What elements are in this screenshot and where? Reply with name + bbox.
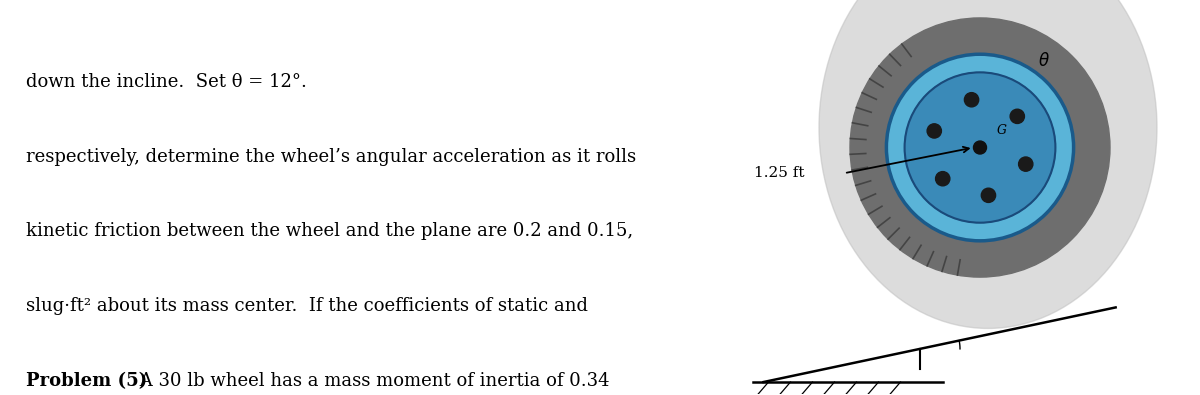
Ellipse shape: [936, 171, 950, 186]
Ellipse shape: [905, 72, 1056, 223]
Text: slug·ft² about its mass center.  If the coefficients of static and: slug·ft² about its mass center. If the c…: [26, 297, 588, 315]
Text: down the incline.  Set θ = 12°.: down the incline. Set θ = 12°.: [26, 73, 307, 91]
Ellipse shape: [928, 124, 942, 138]
Text: G: G: [997, 124, 1007, 137]
Ellipse shape: [850, 18, 1110, 277]
Ellipse shape: [973, 141, 986, 154]
Text: kinetic friction between the wheel and the plane are 0.2 and 0.15,: kinetic friction between the wheel and t…: [26, 222, 634, 241]
Ellipse shape: [887, 54, 1074, 241]
Text: $\theta$: $\theta$: [1038, 52, 1050, 70]
Ellipse shape: [965, 92, 979, 107]
Ellipse shape: [982, 188, 996, 202]
Text: A 30 lb wheel has a mass moment of inertia of 0.34: A 30 lb wheel has a mass moment of inert…: [134, 372, 610, 390]
Ellipse shape: [818, 0, 1157, 328]
Text: respectively, determine the wheel’s angular acceleration as it rolls: respectively, determine the wheel’s angu…: [26, 148, 636, 166]
Ellipse shape: [1010, 109, 1025, 124]
Text: 1.25 ft: 1.25 ft: [754, 166, 804, 180]
Text: Problem (5): Problem (5): [26, 372, 148, 390]
Ellipse shape: [1019, 157, 1033, 171]
